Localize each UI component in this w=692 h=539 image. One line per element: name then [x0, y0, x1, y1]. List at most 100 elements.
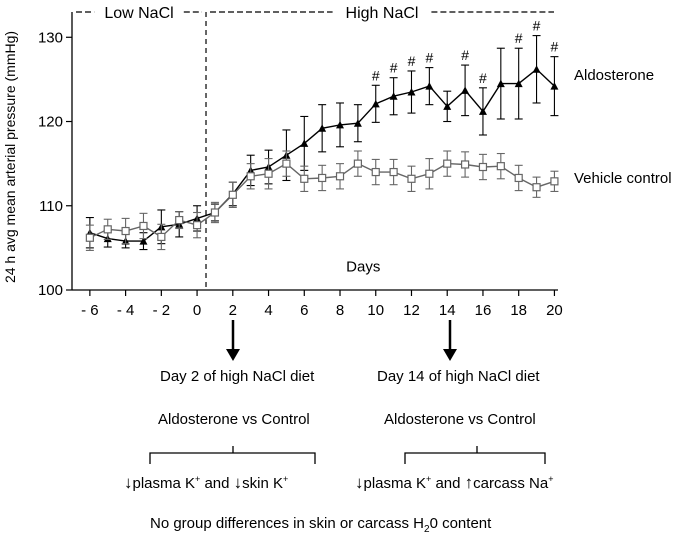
- data-point: [550, 177, 559, 186]
- data-point: [425, 169, 434, 178]
- footer-post: 0 content: [429, 515, 492, 532]
- y-tick-label: 110: [39, 198, 63, 215]
- data-point: [353, 119, 362, 127]
- significance-marker: #: [515, 30, 523, 46]
- data-point: [318, 124, 327, 132]
- x-tick-label: 16: [475, 302, 492, 319]
- right-bracket: [404, 446, 546, 464]
- y-axis-label: 24 h avg mean arterial pressure (mmHg): [2, 31, 18, 283]
- significance-marker: #: [390, 60, 398, 76]
- data-point: [282, 159, 291, 168]
- right-result-sup1: +: [426, 474, 432, 484]
- data-point: [103, 225, 112, 234]
- data-point: [461, 86, 470, 94]
- bp-chart: 100 110 120 130 - 6 - 4 - 2 0 2 4 6 8 10 12 14 16 18 20 24…: [2, 5, 672, 319]
- data-point: [335, 172, 345, 181]
- phase-label-low-nacl: Low NaCl: [104, 5, 173, 22]
- data-point: [371, 167, 380, 177]
- data-point: [157, 232, 166, 242]
- data-point: [300, 139, 309, 147]
- left-bracket: [149, 446, 316, 464]
- data-point: [478, 162, 488, 172]
- x-tick-label: 2: [229, 302, 237, 319]
- data-point: [246, 172, 255, 181]
- significance-marker: #: [408, 53, 416, 69]
- left-result-sup1: +: [195, 474, 201, 484]
- data-point: [353, 159, 362, 168]
- data-point: [550, 82, 559, 90]
- data-point: [478, 107, 487, 115]
- series-vehicle-control: Vehicle control: [85, 150, 672, 251]
- data-point: [496, 79, 505, 88]
- x-tick-label: 14: [439, 302, 456, 319]
- data-point: [407, 88, 416, 96]
- right-result-sup2: +: [548, 474, 554, 484]
- left-result: ↓plasma K+ and ↓skin K+: [124, 473, 288, 493]
- data-point: [443, 102, 452, 110]
- down-arrow-icon: ↓: [124, 473, 133, 492]
- significance-marker: #: [479, 70, 487, 86]
- significance-marker: #: [461, 47, 469, 63]
- data-point: [300, 174, 309, 183]
- day14-title: Day 14 of high NaCl diet: [377, 368, 540, 385]
- x-tick-label: 20: [546, 302, 563, 319]
- data-point: [192, 221, 202, 230]
- significance-marker: #: [551, 39, 559, 55]
- series-aldosterone: # # # # # # # # # Aldosterone: [85, 18, 654, 251]
- y-tick-label: 100: [38, 282, 63, 299]
- day2-title: Day 2 of high NaCl diet: [160, 368, 315, 385]
- significance-marker: #: [533, 18, 541, 34]
- series-line: [89, 68, 555, 242]
- data-point: [496, 162, 505, 171]
- data-point: [336, 120, 345, 129]
- data-point: [532, 65, 541, 73]
- data-point: [514, 79, 523, 88]
- data-point: [264, 169, 273, 178]
- x-tick-label: - 4: [117, 302, 135, 319]
- significance-marker: #: [425, 50, 433, 66]
- right-result-mid: and: [431, 475, 465, 492]
- data-point: [514, 173, 523, 183]
- y-tick-label: 120: [38, 114, 63, 131]
- data-point: [139, 237, 148, 245]
- data-point: [407, 174, 416, 183]
- down-arrow-icon: ↓: [355, 473, 364, 492]
- x-axis-label: Days: [346, 258, 380, 275]
- x-tick-label: 6: [300, 302, 308, 319]
- right-result-part1: plasma K: [363, 475, 427, 492]
- data-point: [443, 159, 452, 168]
- data-point: [425, 82, 434, 90]
- x-tick-label: 12: [403, 302, 420, 319]
- down-arrow-icon: ↓: [233, 473, 243, 492]
- right-result-part2: carcass Na: [473, 475, 549, 492]
- y-tick-label: 130: [38, 29, 63, 46]
- data-point: [389, 92, 398, 100]
- left-result-mid: and: [200, 475, 234, 492]
- significance-marker: #: [372, 67, 380, 83]
- left-result-sup2: +: [283, 474, 289, 484]
- data-point: [175, 215, 184, 225]
- data-point: [371, 99, 380, 108]
- x-tick-label: 10: [367, 302, 384, 319]
- data-point: [228, 190, 237, 199]
- left-result-part2: skin K: [242, 475, 284, 492]
- data-point: [210, 208, 220, 217]
- series-label: Aldosterone: [574, 67, 654, 84]
- right-result: ↓plasma K+ and ↑carcass Na+: [355, 473, 553, 493]
- footer-sub: 2: [424, 524, 430, 535]
- left-result-part1: plasma K: [132, 475, 196, 492]
- annotation-graphics: [149, 320, 546, 464]
- data-point: [139, 221, 148, 231]
- phase-label-high-nacl: High NaCl: [346, 5, 419, 22]
- data-point: [389, 167, 398, 177]
- x-tick-label: - 2: [153, 302, 171, 319]
- up-arrow-icon: ↑: [464, 473, 474, 492]
- data-point: [85, 233, 94, 242]
- day14-arrowhead: [443, 349, 457, 361]
- x-tick-label: 0: [193, 302, 201, 319]
- x-tick-label: 4: [264, 302, 272, 319]
- data-point: [318, 173, 327, 183]
- x-tick-label: 18: [510, 302, 527, 319]
- day2-arrowhead: [226, 349, 240, 361]
